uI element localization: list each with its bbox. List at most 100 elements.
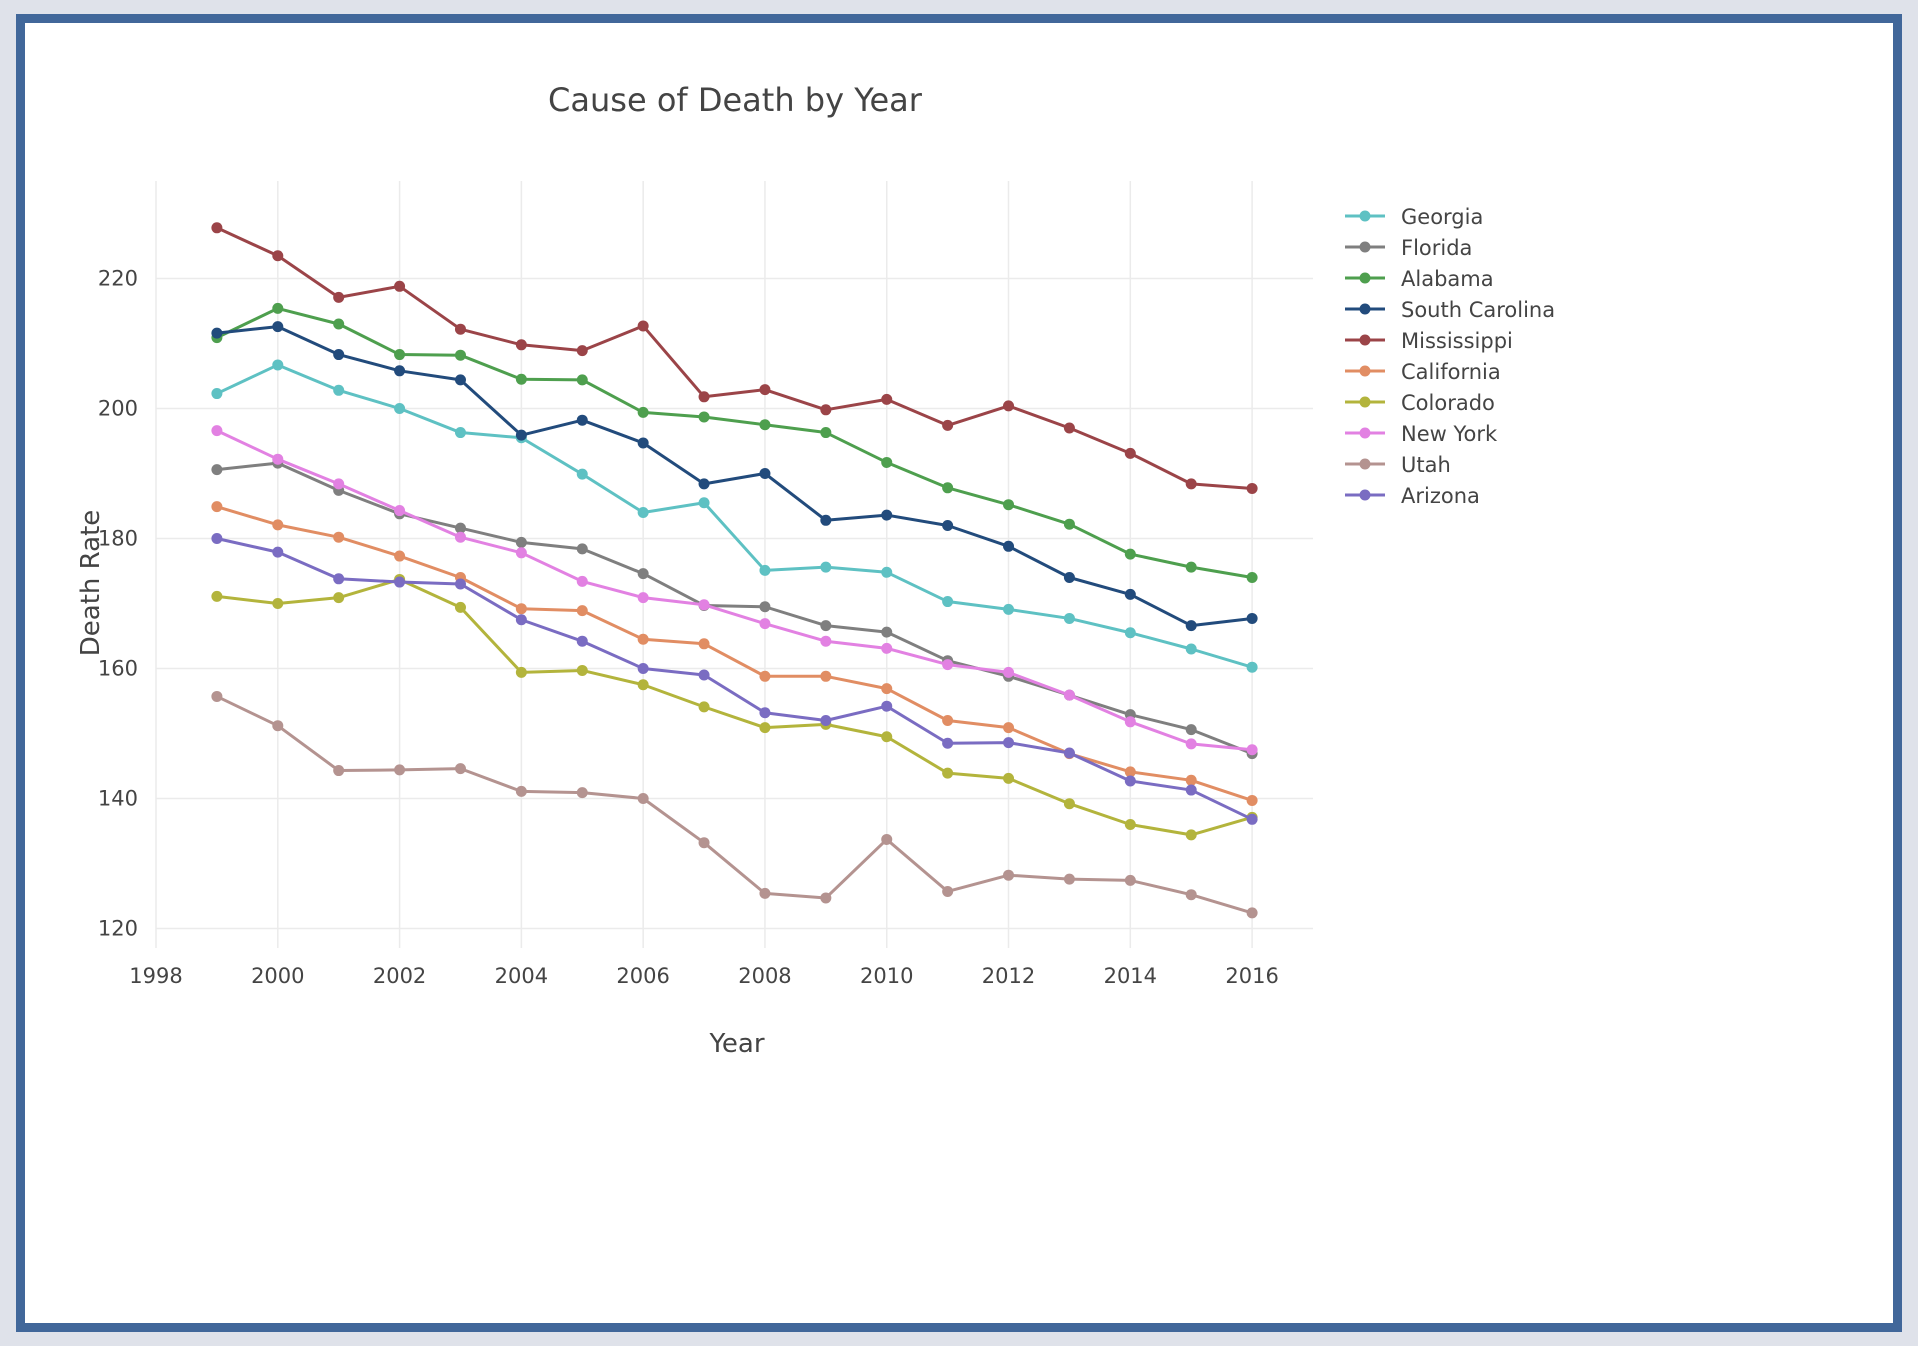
data-point-georgia (394, 403, 406, 414)
x-tick-label: 2004 (495, 964, 548, 988)
data-point-california (515, 603, 527, 615)
data-point-arizona (820, 715, 832, 726)
data-point-california (820, 670, 832, 682)
legend-marker-california (1359, 365, 1371, 377)
legend-item-alabama: Alabama (1345, 267, 1494, 291)
data-point-utah (1124, 874, 1136, 886)
data-point-mississippi (759, 384, 771, 396)
data-point-alabama (1246, 572, 1258, 583)
data-point-arizona (333, 573, 345, 585)
series-line-florida (216, 461, 1253, 756)
data-point-utah (1246, 907, 1258, 919)
y-tick-label: 140 (98, 787, 138, 811)
x-tick-label: 1998 (129, 964, 182, 988)
data-point-arizona (637, 663, 649, 674)
data-point-colorado (1124, 819, 1136, 830)
data-point-georgia (1063, 612, 1075, 624)
data-point-florida (1185, 724, 1197, 736)
data-point-florida (637, 568, 649, 580)
data-point-south-carolina (942, 520, 954, 531)
legend-label-alabama: Alabama (1401, 267, 1494, 291)
legend-item-colorado: Colorado (1345, 391, 1495, 415)
y-tick-label: 200 (98, 397, 138, 421)
data-point-florida (820, 620, 832, 632)
x-tick-label: 2006 (616, 964, 669, 988)
series-line-utah (216, 695, 1253, 915)
data-point-alabama (820, 427, 832, 439)
data-point-mississippi (820, 404, 832, 416)
series-line-south-carolina (216, 325, 1253, 628)
data-point-new-york (820, 635, 832, 647)
x-axis-label: Year (708, 1029, 764, 1059)
data-point-california (333, 531, 345, 543)
data-point-mississippi (394, 280, 406, 292)
legend-marker-florida (1359, 241, 1371, 253)
series-georgia (211, 359, 1258, 673)
data-point-colorado (759, 722, 771, 734)
data-point-mississippi (1124, 447, 1136, 459)
data-point-california (576, 605, 588, 617)
data-point-south-carolina (515, 429, 527, 441)
legend-label-utah: Utah (1401, 453, 1451, 477)
legend-item-new-york: New York (1345, 422, 1498, 446)
x-tick-labels: 1998 2000 2002 2004 2006 2008 2010 2012 2014 2016 (129, 964, 1279, 988)
legend-marker-colorado (1359, 396, 1371, 408)
data-point-colorado (272, 598, 284, 609)
x-tick-label: 2012 (982, 964, 1035, 988)
data-point-california (1003, 722, 1015, 734)
data-point-arizona (1185, 784, 1197, 796)
data-point-south-carolina (637, 437, 649, 449)
data-point-new-york (272, 453, 284, 465)
data-point-colorado (942, 767, 954, 779)
legend-label-florida: Florida (1401, 236, 1472, 260)
x-tick-label: 2010 (860, 964, 913, 988)
data-point-georgia (454, 427, 466, 439)
data-point-mississippi (211, 222, 223, 234)
data-point-utah (1063, 873, 1075, 885)
data-point-utah (454, 763, 466, 775)
data-point-arizona (211, 533, 223, 544)
data-point-california (272, 519, 284, 531)
series-lines (211, 222, 1258, 919)
data-point-georgia (333, 384, 345, 396)
chart-title: Cause of Death by Year (548, 81, 923, 119)
data-point-new-york (1003, 666, 1015, 678)
data-point-alabama (1124, 548, 1136, 560)
data-point-new-york (211, 425, 223, 437)
legend-marker-alabama (1359, 272, 1371, 284)
data-point-arizona (759, 707, 771, 719)
legend-item-mississippi: Mississippi (1345, 329, 1513, 353)
data-point-utah (637, 793, 649, 804)
data-point-georgia (942, 596, 954, 608)
series-south-carolina (211, 321, 1258, 632)
data-point-arizona (1124, 775, 1136, 787)
data-point-arizona (881, 700, 893, 712)
data-point-alabama (1185, 561, 1197, 573)
legend-item-california: California (1345, 360, 1501, 384)
legend-marker-georgia (1359, 210, 1371, 222)
data-point-south-carolina (881, 509, 893, 521)
data-point-mississippi (515, 339, 527, 351)
data-point-south-carolina (1003, 540, 1015, 552)
data-point-georgia (1124, 627, 1136, 639)
gridlines (155, 181, 1313, 948)
data-point-new-york (1063, 689, 1075, 701)
data-point-florida (454, 522, 466, 534)
series-line-california (216, 505, 1253, 802)
data-point-georgia (820, 561, 832, 573)
data-point-mississippi (881, 393, 893, 405)
x-tick-label: 2016 (1225, 964, 1278, 988)
data-point-alabama (1063, 518, 1075, 530)
data-point-new-york (333, 478, 345, 490)
data-point-california (211, 501, 223, 513)
data-point-south-carolina (1063, 572, 1075, 583)
data-point-alabama (759, 419, 771, 431)
data-point-new-york (576, 575, 588, 587)
data-point-alabama (394, 349, 406, 361)
data-point-new-york (942, 659, 954, 671)
data-point-mississippi (333, 291, 345, 303)
series-line-georgia (216, 363, 1253, 669)
data-point-arizona (272, 546, 284, 558)
data-point-colorado (333, 592, 345, 604)
legend-label-arizona: Arizona (1401, 484, 1480, 508)
